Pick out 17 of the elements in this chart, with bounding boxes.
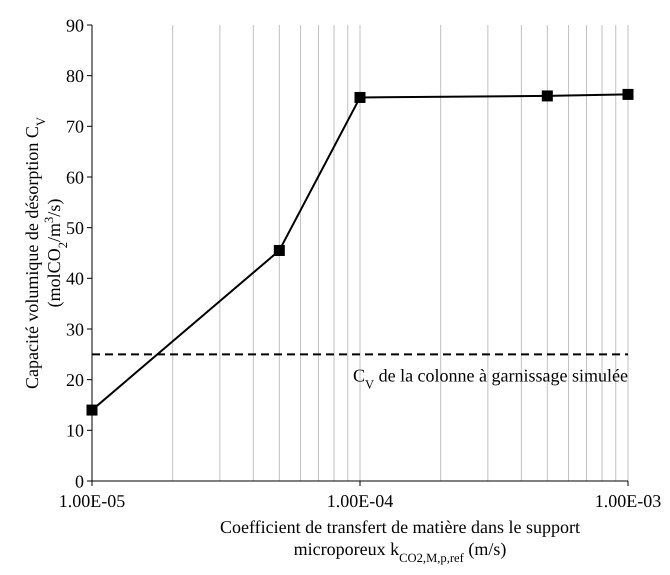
- y-tick-label: 30: [66, 319, 84, 340]
- point: [622, 88, 634, 100]
- x-tick-label: 1.00E-04: [326, 491, 394, 511]
- y-tick-label: 10: [66, 420, 84, 441]
- x-tick-label: 1.00E-03: [594, 491, 662, 511]
- y-tick-label: 60: [66, 167, 84, 188]
- y-tick-label: 50: [66, 218, 84, 238]
- x-tick-label: 1.00E-05: [58, 491, 126, 511]
- y-tick-label: 0: [75, 471, 84, 492]
- ref-line-label: C$_{V}$ de la colonne à garnissage simulée: [352, 365, 628, 392]
- point: [86, 404, 98, 416]
- y-tick-label: 40: [66, 268, 84, 289]
- y-tick-label: 80: [66, 66, 84, 86]
- y-tick-label: 90: [66, 15, 84, 36]
- x-axis-title: Coefficient de transfert de matière dans le support microporeux k$_{CO2,M,p,ref}$ (m/s): [220, 517, 580, 565]
- point: [354, 92, 366, 103]
- y-tick-label: 70: [66, 116, 84, 137]
